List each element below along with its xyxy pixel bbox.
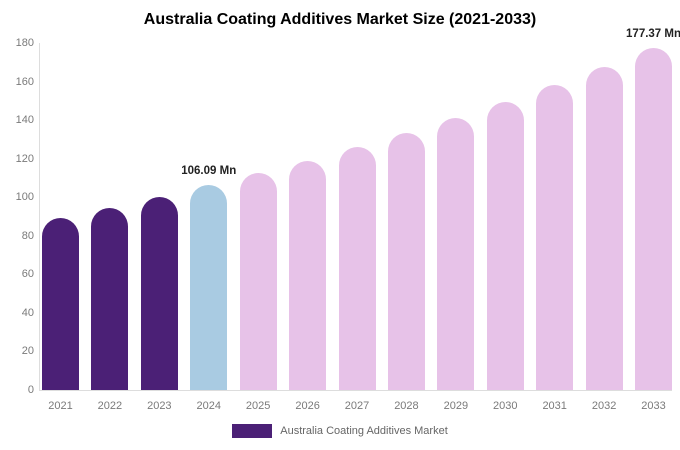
x-axis-tick-label: 2023	[147, 400, 172, 412]
data-label-2024: 106.09 Mn	[181, 165, 237, 178]
bar-2025	[239, 173, 277, 390]
y-axis-tick-label: 40	[21, 306, 34, 319]
bar-2030	[486, 101, 524, 390]
y-axis-tick-label: 80	[21, 229, 34, 242]
bar-2022	[91, 207, 129, 390]
x-axis-tick-label: 2031	[542, 400, 567, 412]
y-axis-tick-label: 20	[21, 345, 34, 358]
y-axis-tick-label: 160	[15, 75, 34, 88]
bar-2027	[338, 147, 376, 390]
data-label-2033: 177.37 Mn	[626, 28, 680, 41]
legend-label: Australia Coating Additives Market	[280, 425, 448, 437]
y-axis-tick-label: 180	[15, 37, 34, 49]
x-axis-tick-label: 2026	[295, 400, 320, 412]
x-axis-tick-label: 2030	[493, 400, 518, 412]
x-axis-line	[39, 390, 672, 391]
y-axis-tick-label: 100	[15, 191, 34, 204]
x-axis-tick-label: 2025	[245, 400, 271, 412]
bar-2021	[42, 217, 79, 390]
y-axis-tick-label: 0	[27, 384, 34, 396]
bar-2026	[289, 160, 327, 390]
x-axis-tick-label: 2024	[196, 400, 221, 412]
bar-2033	[635, 48, 673, 390]
x-axis-tick-label: 2033	[641, 400, 666, 412]
y-axis-tick-label: 140	[15, 114, 34, 127]
y-axis-tick-label: 120	[15, 152, 34, 165]
x-axis-tick-label: 2032	[591, 400, 617, 412]
y-axis-line	[39, 43, 40, 391]
bar-2023	[140, 196, 178, 390]
bar-2028	[387, 133, 425, 390]
bar-2029	[437, 117, 475, 390]
bar-2024	[190, 185, 228, 390]
x-axis-tick-label: 2029	[443, 400, 469, 412]
x-axis-tick-label: 2021	[48, 400, 73, 412]
bar-2031	[536, 84, 574, 390]
legend-swatch-icon	[232, 424, 273, 438]
x-axis-tick-label: 2027	[344, 400, 370, 412]
chart-title: Australia Coating Additives Market Size …	[143, 11, 537, 28]
x-axis-tick-label: 2028	[394, 400, 419, 412]
x-axis-tick-label: 2022	[97, 400, 123, 412]
bar-2032	[585, 67, 623, 390]
legend[interactable]: Australia Coating Additives Market	[0, 424, 680, 438]
y-axis-tick-label: 60	[21, 268, 34, 281]
